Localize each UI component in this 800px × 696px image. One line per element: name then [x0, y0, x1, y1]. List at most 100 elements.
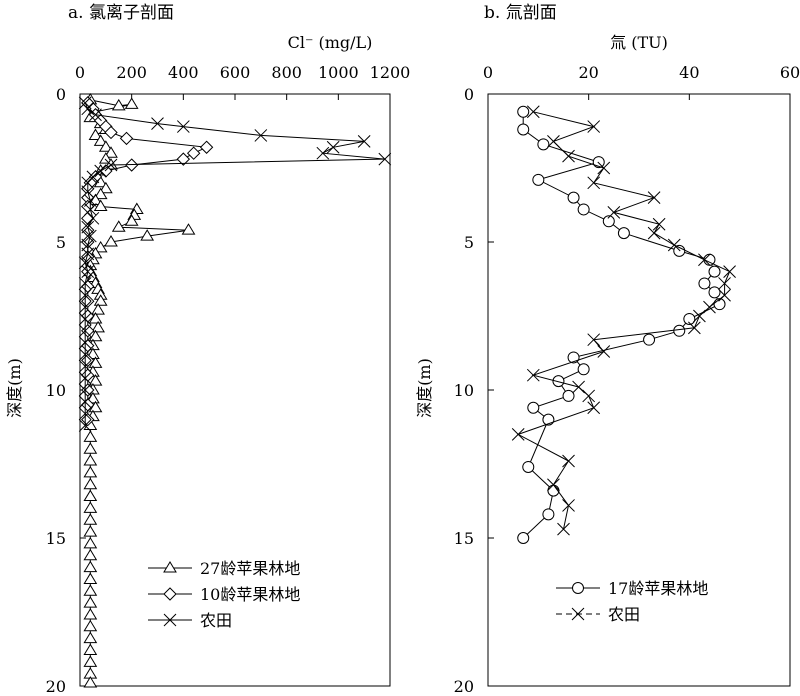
data-point — [83, 676, 98, 688]
data-point — [522, 460, 535, 473]
legend-marker — [163, 613, 177, 627]
data-point — [83, 454, 98, 466]
data-point — [587, 120, 601, 133]
series-x — [78, 96, 392, 432]
data-point — [693, 309, 706, 323]
data-point — [94, 164, 108, 178]
data-point — [104, 125, 118, 140]
data-point — [119, 131, 134, 146]
data-point — [617, 227, 630, 240]
x-tick-label: 800 — [271, 63, 302, 82]
data-point — [151, 117, 164, 130]
data-point — [89, 108, 102, 122]
panel-title: a. 氯离子剖面 — [68, 3, 174, 23]
y-tick-label: 10 — [454, 381, 474, 400]
data-point — [181, 223, 196, 235]
legend-marker — [163, 587, 177, 601]
data-point — [81, 324, 95, 338]
y-axis-label: 深度(m) — [5, 358, 24, 418]
x-tick-label: 200 — [116, 63, 147, 82]
data-point — [81, 102, 95, 116]
data-point — [708, 265, 721, 278]
legend-label: 17龄苹果林地 — [608, 579, 708, 598]
data-point — [81, 185, 95, 199]
data-point — [78, 312, 92, 326]
data-point — [93, 199, 108, 211]
data-point — [526, 368, 540, 382]
data-point — [673, 244, 686, 257]
data-point — [562, 454, 575, 468]
data-point — [78, 395, 92, 409]
data-point — [83, 194, 97, 207]
data-point — [511, 428, 525, 441]
data-point — [78, 383, 92, 397]
data-point — [673, 324, 686, 337]
data-point — [698, 277, 711, 290]
data-point — [83, 501, 98, 513]
data-point — [86, 170, 100, 184]
data-point — [88, 329, 103, 342]
data-point — [104, 146, 118, 158]
y-tick-label: 10 — [46, 381, 66, 400]
x-tick-label: 600 — [220, 63, 251, 82]
data-point — [78, 348, 92, 361]
data-point — [78, 256, 92, 270]
data-point — [542, 508, 555, 521]
x-tick-label: 40 — [679, 63, 699, 82]
data-point — [357, 135, 371, 148]
data-point — [83, 203, 97, 216]
data-point — [552, 375, 565, 388]
legend-label: 10龄苹果林地 — [200, 585, 300, 604]
y-tick-label: 0 — [56, 85, 66, 104]
data-point — [547, 135, 560, 148]
data-point — [81, 265, 95, 278]
data-point — [602, 215, 615, 228]
data-point — [140, 229, 155, 241]
data-point — [592, 156, 605, 169]
legend-label: 农田 — [608, 605, 640, 624]
data-point — [83, 430, 98, 442]
series-diamond — [81, 96, 214, 427]
data-point — [562, 149, 575, 163]
legend-marker — [163, 561, 177, 573]
legend-marker — [572, 582, 584, 594]
data-point — [83, 477, 98, 490]
data-point — [78, 407, 92, 421]
y-tick-label: 5 — [464, 233, 474, 252]
data-point — [98, 181, 113, 194]
data-point — [587, 401, 601, 415]
data-point — [124, 214, 139, 226]
data-point — [83, 536, 98, 549]
data-point — [83, 560, 98, 573]
data-point — [88, 311, 103, 324]
data-point — [83, 229, 97, 243]
data-point — [83, 619, 98, 632]
x-tick-label: 400 — [168, 63, 199, 82]
data-point — [708, 286, 721, 299]
data-point — [562, 389, 575, 402]
data-point — [723, 265, 736, 278]
data-point — [111, 98, 126, 111]
data-point — [83, 489, 98, 502]
x-tick-label: 60 — [780, 63, 800, 82]
data-point — [104, 235, 118, 247]
data-point — [597, 345, 611, 358]
data-point — [643, 333, 656, 346]
data-point — [703, 300, 716, 314]
data-point — [647, 191, 661, 204]
data-point — [83, 596, 98, 608]
series-x — [511, 105, 736, 536]
data-point — [562, 499, 575, 512]
x-axis-label: 氚 (TU) — [610, 33, 668, 52]
data-point — [86, 211, 100, 225]
data-point — [567, 351, 580, 364]
panel-b — [487, 93, 791, 687]
data-point — [83, 584, 98, 596]
data-point — [81, 250, 95, 264]
data-point — [78, 277, 92, 290]
y-tick-label: 5 — [56, 233, 66, 252]
data-point — [81, 176, 95, 190]
data-point — [378, 152, 392, 166]
data-point — [78, 324, 92, 338]
